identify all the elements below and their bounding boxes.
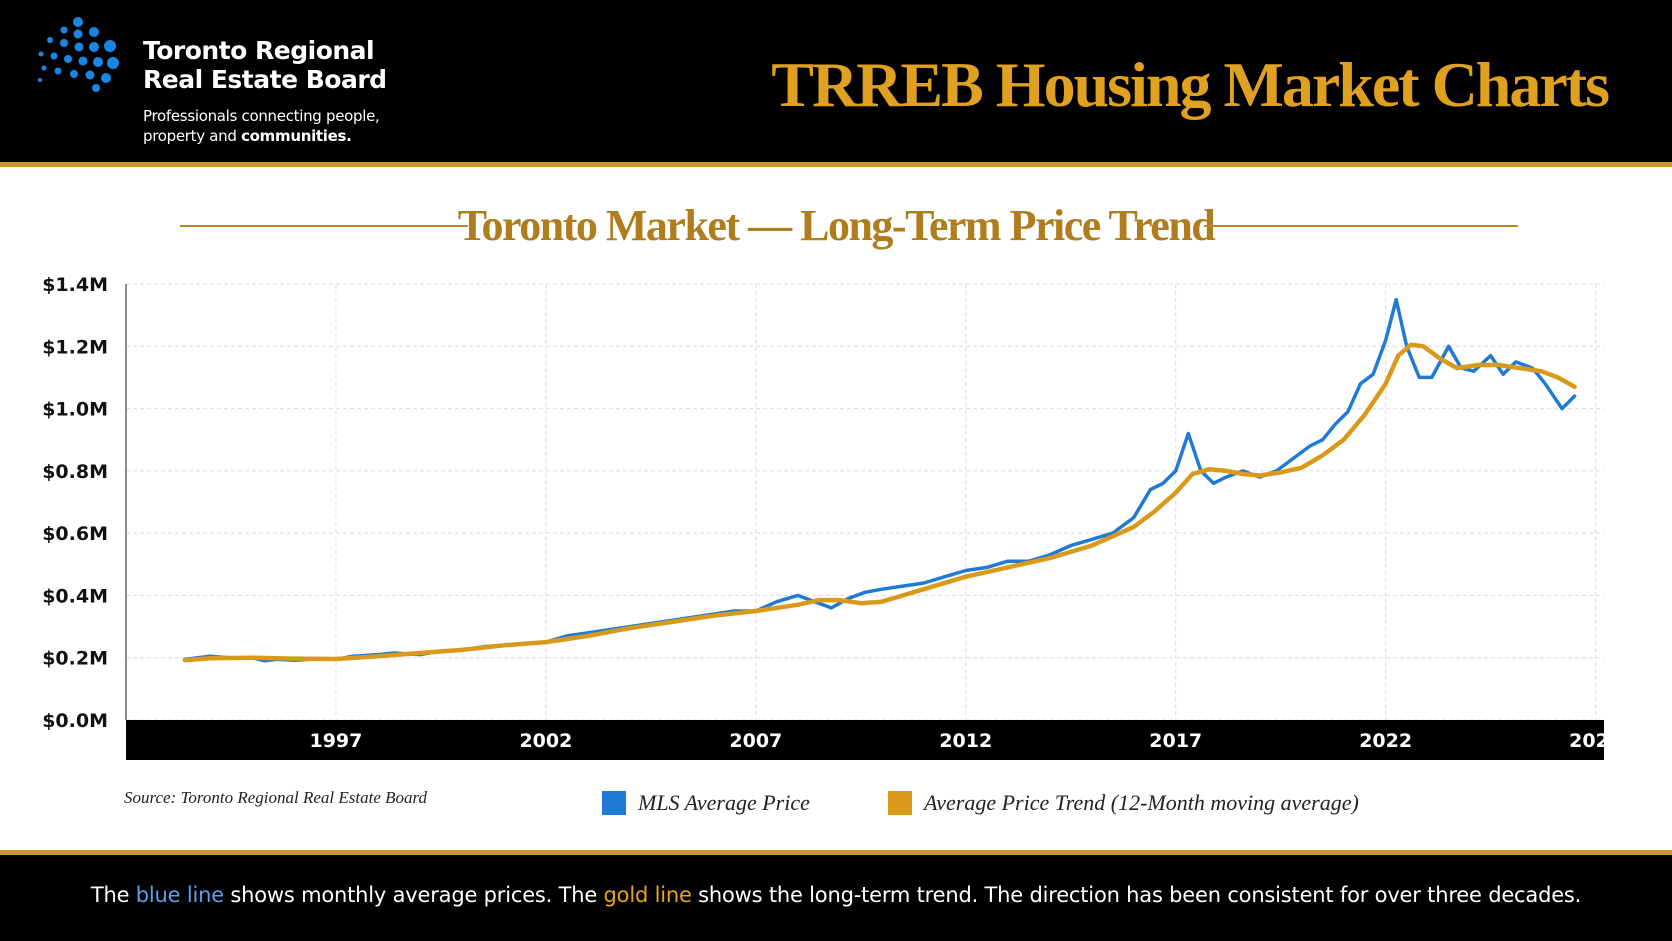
x-tick-label: 1997 (309, 730, 362, 752)
tagline-line1: Professionals connecting people, (143, 107, 380, 125)
footer-bar: The blue line shows monthly average pric… (0, 855, 1672, 941)
footer-blue-line-text: blue line (135, 883, 224, 907)
legend-swatch-blue (602, 791, 626, 815)
y-tick-label: $0.6M (42, 523, 108, 545)
x-axis-band (126, 720, 1604, 760)
page-title: TRREB Housing Market Charts (771, 49, 1610, 120)
source-note: Source: Toronto Regional Real Estate Boa… (124, 788, 427, 807)
tagline-line2: property and communities. (143, 126, 380, 146)
legend-item-trend: Average Price Trend (12-Month moving ave… (888, 790, 1359, 816)
series-line-price-trend (182, 342, 1577, 663)
legend-label-mls: MLS Average Price (638, 790, 810, 815)
series-line-mls-average-price (183, 297, 1577, 663)
y-tick-label: $0.8M (42, 461, 108, 483)
org-name: Toronto Regional Real Estate Board (143, 36, 387, 94)
chart-title-block: Toronto Market — Long-Term Price Trend (0, 196, 1672, 256)
x-tick-label: 2022 (1359, 730, 1412, 752)
footer-part3: shows the long-term trend. The direction… (691, 883, 1582, 907)
trreb-dot-logo-icon (38, 17, 119, 92)
tagline-line2-bold: communities. (241, 127, 352, 145)
tagline: Professionals connecting people, propert… (143, 106, 380, 146)
x-tick-label: 2012 (939, 730, 992, 752)
legend-swatch-gold (888, 791, 912, 815)
y-tick-label: $1.0M (42, 399, 108, 421)
header-bar: Toronto Regional Real Estate Board Profe… (0, 0, 1672, 162)
footer-gold-line-text: gold line (603, 883, 692, 907)
footer-caption: The blue line shows monthly average pric… (0, 883, 1672, 907)
org-name-line2: Real Estate Board (143, 65, 387, 94)
legend-item-mls: MLS Average Price (602, 790, 810, 816)
footer-gold-rule (0, 850, 1672, 855)
chart-title: Toronto Market — Long-Term Price Trend (457, 201, 1216, 250)
price-chart: $0.0M $0.2M $0.4M $0.6M $0.8M $1.0M $1.2M $1.4M… (42, 274, 1622, 760)
tagline-line2-prefix: property and (143, 127, 242, 145)
header-gold-rule (0, 162, 1672, 167)
legend-label-trend: Average Price Trend (12-Month moving ave… (924, 790, 1359, 815)
x-tick-label: 2027 (1569, 730, 1622, 752)
y-tick-label: $1.4M (42, 274, 108, 296)
x-tick-label: 2007 (729, 730, 782, 752)
footer-part1: The (90, 883, 136, 907)
footer-part2: shows monthly average prices. The (223, 883, 604, 907)
y-tick-label: $0.4M (42, 585, 108, 607)
y-tick-label: $0.0M (42, 710, 108, 732)
title-rule-right (1204, 225, 1518, 227)
x-tick-label: 2017 (1149, 730, 1202, 752)
org-name-line1: Toronto Regional (143, 36, 375, 65)
title-rule-left (180, 225, 468, 227)
y-tick-label: $1.2M (42, 336, 108, 358)
y-tick-label: $0.2M (42, 648, 108, 670)
x-tick-label: 2002 (519, 730, 572, 752)
